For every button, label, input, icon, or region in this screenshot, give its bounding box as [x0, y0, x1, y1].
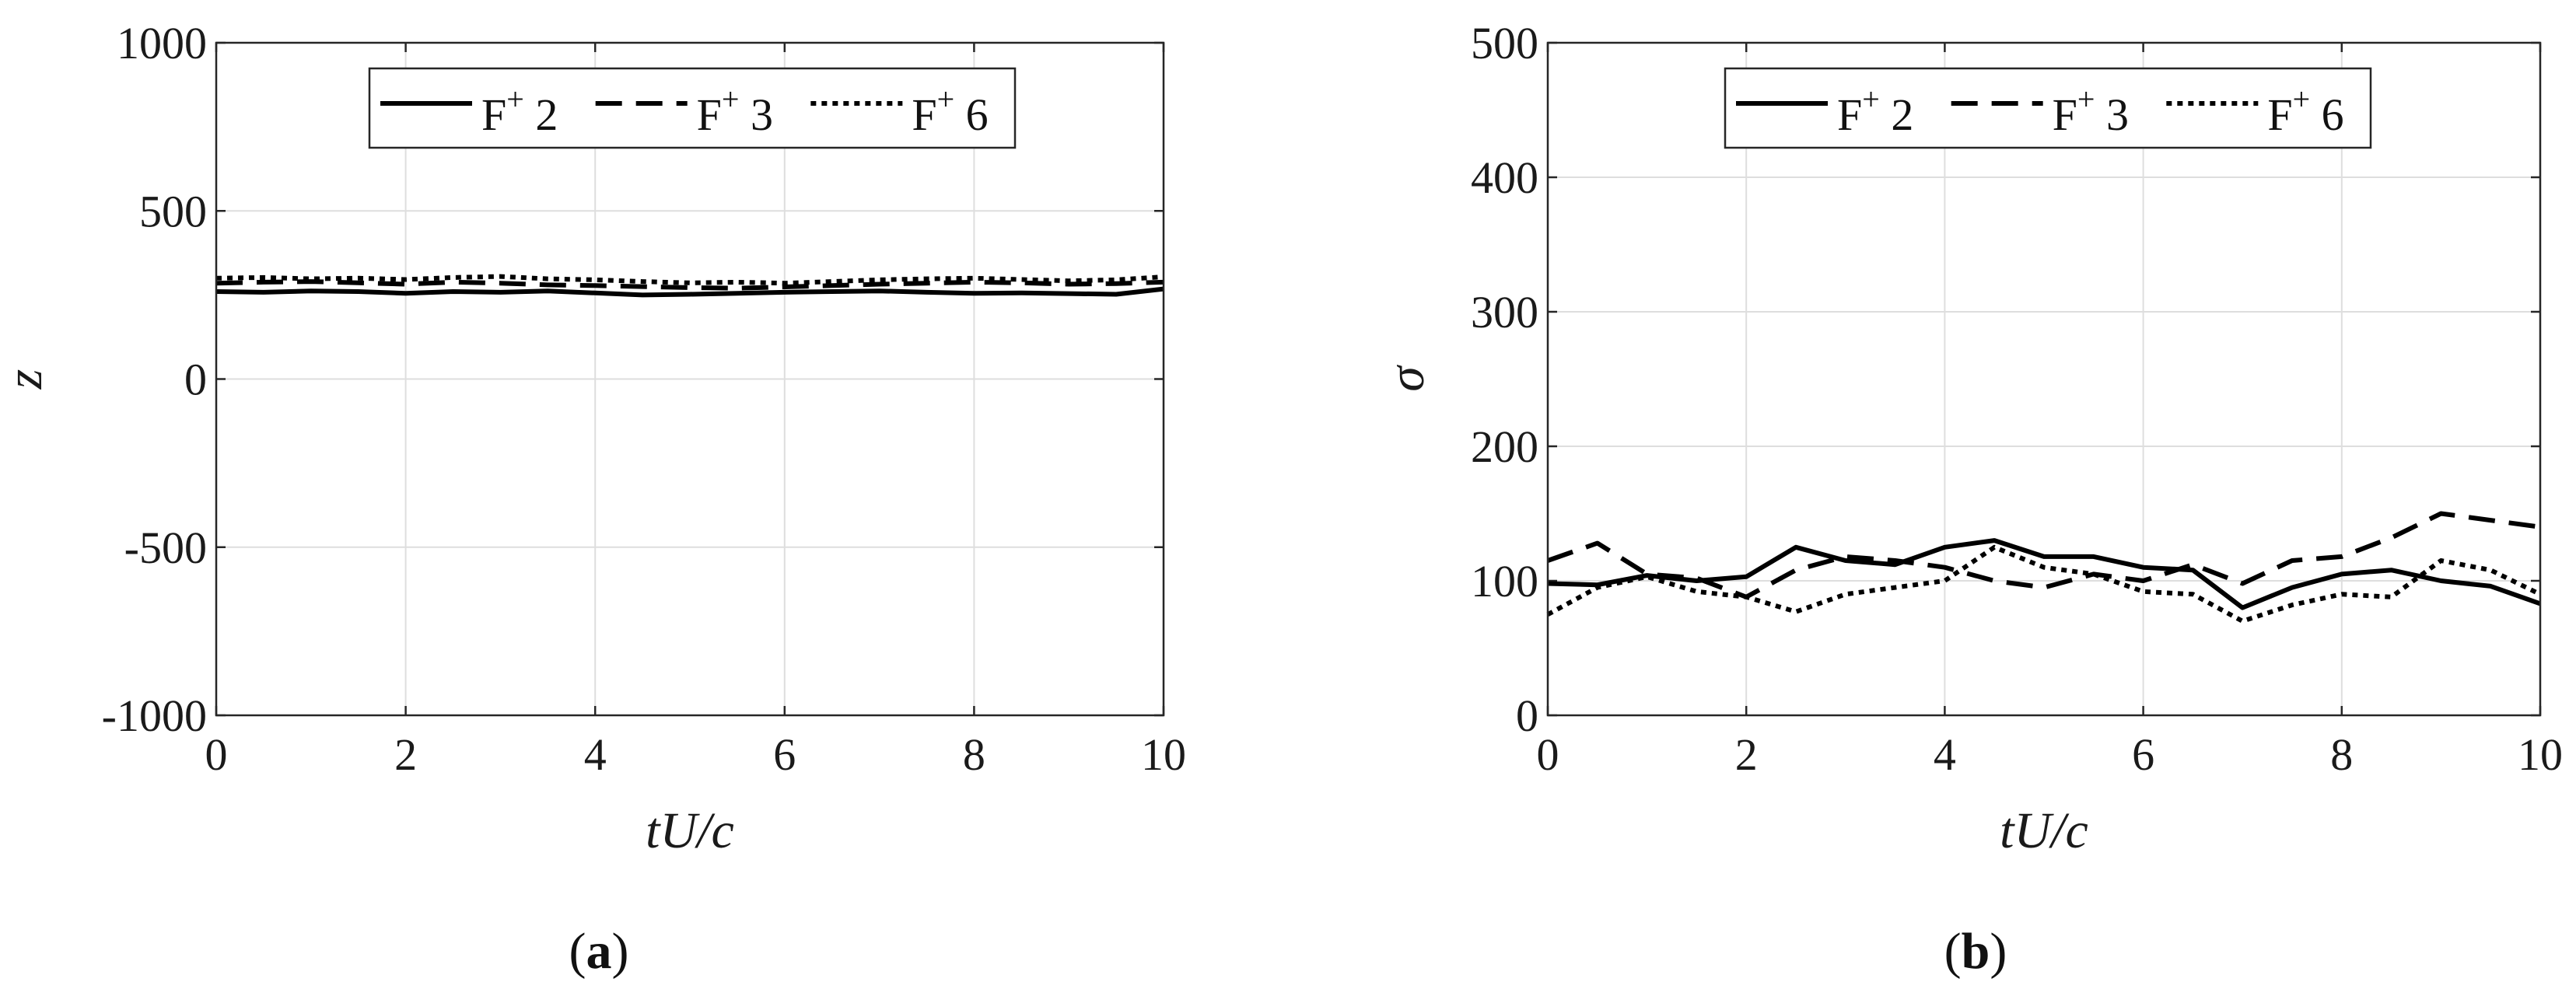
legend-label-1: F+ 2	[1837, 82, 1913, 140]
x-tick-label: 10	[2518, 729, 2563, 780]
legend-label-2: F+ 3	[697, 82, 773, 140]
series-line-2	[1547, 511, 2541, 599]
x-tick-label: 6	[773, 729, 796, 780]
y-tick-label: 300	[1471, 287, 1538, 337]
y-tick-label: -1000	[102, 690, 207, 741]
plot-area	[1548, 43, 2540, 715]
y-tick-label: 0	[1516, 690, 1538, 741]
x-tick-label: 2	[1735, 729, 1758, 780]
x-tick-label: 8	[963, 729, 985, 780]
y-tick-label: 0	[184, 355, 207, 405]
y-tick-label: 500	[1471, 18, 1538, 68]
y-axis-label: z	[0, 369, 53, 390]
y-tick-label: 200	[1471, 421, 1538, 472]
legend-label-1: F+ 2	[481, 82, 558, 140]
legend: F+ 2 F+ 3 F+ 6	[1724, 67, 2372, 149]
series-line-3	[1546, 544, 2542, 624]
legend-box	[1724, 67, 2372, 149]
panel-tag-a: (a)	[569, 923, 629, 980]
y-tick-label: -500	[124, 522, 207, 573]
legend: F+ 2 F+ 3 F+ 6	[368, 67, 1017, 149]
y-tick-label: 400	[1471, 152, 1538, 203]
axes-box	[215, 41, 1165, 717]
x-tick-label: 6	[2132, 729, 2154, 780]
y-tick-label: 1000	[117, 18, 207, 68]
axes-box	[1546, 41, 2542, 717]
x-axis-label: tU/c	[646, 802, 734, 859]
x-tick-label: 0	[205, 729, 228, 780]
y-tick-label: 100	[1471, 556, 1538, 606]
legend-label-2: F+ 3	[2053, 82, 2129, 140]
y-axis-label: σ	[1378, 365, 1435, 392]
x-tick-label: 4	[1934, 729, 1956, 780]
x-axis-label: tU/c	[2000, 802, 2088, 859]
legend-label-3: F+ 6	[912, 82, 988, 140]
legend-box	[368, 67, 1017, 149]
x-tick-label: 8	[2330, 729, 2353, 780]
series-line-2	[215, 279, 1164, 291]
series-line-1	[215, 286, 1164, 298]
x-tick-label: 2	[394, 729, 417, 780]
panel-tag-b: (b)	[1944, 923, 2007, 980]
x-tick-label: 10	[1141, 729, 1186, 780]
legend-label-3: F+ 6	[2267, 82, 2343, 140]
x-tick-label: 0	[1537, 729, 1559, 780]
series-line-1	[1547, 538, 2541, 610]
x-tick-label: 4	[584, 729, 607, 780]
y-tick-label: 500	[139, 186, 207, 236]
